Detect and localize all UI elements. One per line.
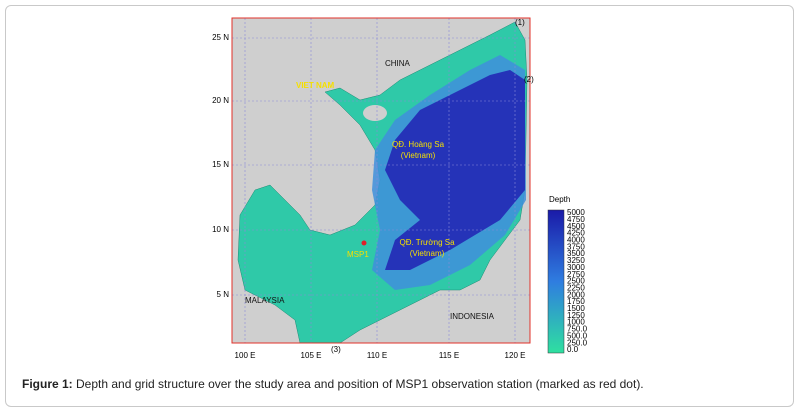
legend-label: 1250: [567, 311, 585, 320]
y-tick-label: 20 N: [212, 96, 229, 105]
legend-label: 4000: [567, 236, 585, 245]
legend-label: 3000: [567, 263, 585, 272]
legend-label: 4500: [567, 222, 585, 231]
colorbar: [547, 209, 565, 354]
y-tick-label: 10 N: [212, 225, 229, 234]
figure-image: 25 N 20 N 15 N 10 N 5 N 100 E 105 E 110 E 115 E 1…: [212, 17, 588, 361]
legend-label: 0.0: [567, 345, 579, 354]
hainan: [363, 105, 387, 121]
legend-label: 3500: [567, 249, 585, 258]
point-label: (3): [331, 345, 341, 354]
legend-label: 2750: [567, 270, 585, 279]
legend-label: 1500: [567, 304, 585, 313]
island-label: QĐ. Hoàng Sa: [392, 140, 445, 149]
legend-label: 1000: [567, 318, 585, 327]
graticule: [232, 18, 530, 343]
legend-title: Depth: [549, 195, 570, 204]
station-label: MSP1: [347, 250, 369, 259]
island-label: (Vietnam): [401, 151, 436, 160]
point-label: (2): [524, 75, 534, 84]
x-tick-label: 100 E: [235, 351, 256, 360]
legend-label: 3250: [567, 256, 585, 265]
x-tick-label: 115 E: [439, 351, 459, 360]
y-tick-label: 5 N: [217, 290, 230, 299]
x-tick-label: 110 E: [367, 351, 387, 360]
figure-box: [5, 5, 794, 407]
deep-basin: [385, 70, 525, 270]
y-tick-label: 25 N: [212, 33, 229, 42]
x-tick-label: 120 E: [505, 351, 526, 360]
legend-label: 3750: [567, 242, 585, 251]
map-frame: [231, 17, 531, 344]
x-tick-label: 105 E: [301, 351, 322, 360]
caption-label: Figure 1:: [22, 377, 73, 391]
legend-label: 500.0: [567, 331, 588, 340]
point-label: (1): [515, 18, 525, 27]
y-tick-label: 15 N: [212, 160, 229, 169]
legend-label: 2250: [567, 283, 585, 292]
island-label: QĐ. Trường Sa: [399, 238, 455, 247]
country-label: MALAYSIA: [245, 296, 285, 305]
country-label: CHINA: [385, 59, 411, 68]
country-label: VIET NAM: [296, 81, 335, 90]
legend-label: 250.0: [567, 338, 588, 347]
legend-label: 2000: [567, 290, 585, 299]
legend-label: 750.0: [567, 325, 588, 334]
caption: Figure 1: Depth and grid structure over …: [22, 377, 644, 391]
legend-label: 5000: [567, 208, 585, 217]
legend-label: 1750: [567, 297, 585, 306]
station-dot: [361, 240, 367, 246]
island-label: (Vietnam): [410, 249, 445, 258]
legend-label: 4750: [567, 215, 585, 224]
legend-label: 4250: [567, 229, 585, 238]
caption-text: Depth and grid structure over the study …: [72, 377, 644, 391]
country-label: INDONESIA: [450, 312, 495, 321]
legend-label: 2500: [567, 277, 585, 286]
